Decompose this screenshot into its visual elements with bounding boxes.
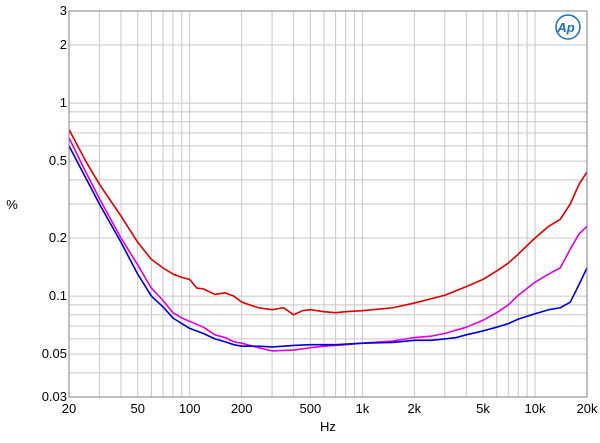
x-tick-label: 200 [231, 401, 253, 416]
y-tick-label: 2 [60, 37, 67, 52]
y-axis-label: % [6, 197, 18, 212]
x-tick-label: 50 [130, 401, 144, 416]
x-tick-label: 5k [476, 401, 490, 416]
ap-logo-text: Ap [556, 20, 574, 35]
chart-series [68, 129, 588, 352]
series-line-2 [68, 137, 588, 352]
x-tick-label: 100 [179, 401, 201, 416]
x-axis-tick-labels: 20 50 100 200 500 1k 2k 5k 10k 20k [62, 401, 598, 416]
x-tick-label: 2k [407, 401, 421, 416]
chart-grid [69, 11, 587, 397]
y-tick-label: 3 [60, 3, 67, 18]
ap-logo: Ap [555, 14, 581, 40]
x-axis-label: Hz [320, 419, 336, 434]
x-tick-label: 10k [525, 401, 546, 416]
x-tick-label: 20 [62, 401, 76, 416]
series-line-3 [68, 145, 588, 348]
y-tick-label: 0.1 [49, 288, 67, 303]
plot-frame [68, 10, 588, 398]
series-line-1 [68, 129, 588, 316]
y-tick-label: 1 [60, 95, 67, 110]
x-tick-label: 1k [355, 401, 369, 416]
y-tick-label: 0.03 [42, 389, 67, 404]
y-axis-tick-labels: 3 2 1 0.5 0.2 0.1 0.05 0.03 [42, 3, 67, 404]
ap-logo-ring-icon [555, 14, 581, 40]
y-tick-label: 0.5 [49, 153, 67, 168]
x-tick-label: 500 [300, 401, 322, 416]
x-tick-label: 20k [577, 401, 598, 416]
y-tick-label: 0.2 [49, 230, 67, 245]
y-tick-label: 0.05 [42, 346, 67, 361]
